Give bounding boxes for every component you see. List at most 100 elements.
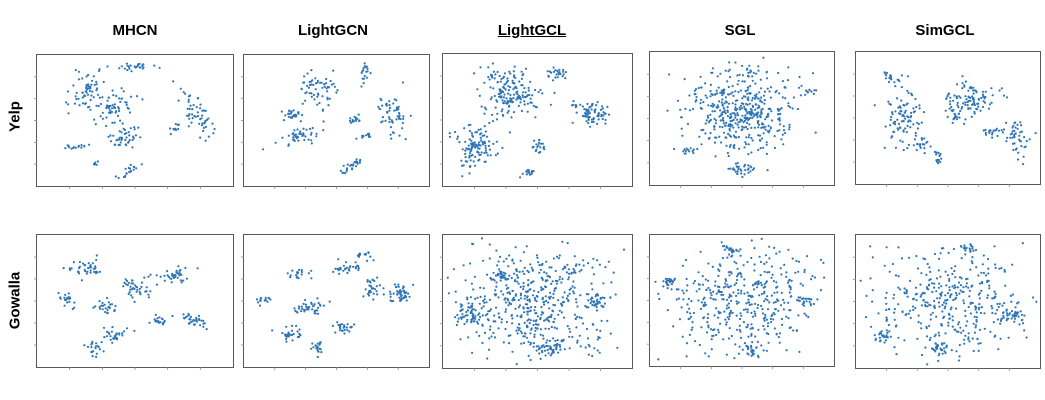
scatter-point <box>485 151 488 154</box>
scatter-point <box>187 322 191 325</box>
scatter-point <box>779 267 782 270</box>
scatter-point <box>929 278 932 281</box>
scatter-point <box>204 139 207 142</box>
scatter-point <box>159 321 162 324</box>
scatter-point <box>896 127 899 130</box>
scatter-point <box>989 129 992 132</box>
scatter-point <box>972 349 975 353</box>
scatter-point <box>668 277 671 281</box>
scatter-point <box>358 252 361 255</box>
scatter-point <box>476 145 479 148</box>
scatter-point <box>737 165 740 168</box>
scatter-point <box>503 93 506 96</box>
scatter-point <box>738 317 742 321</box>
scatter-point <box>919 144 922 148</box>
scatter-point <box>351 118 354 122</box>
scatter-point <box>1013 129 1016 132</box>
scatter-point <box>588 345 591 348</box>
scatter-point <box>479 295 482 298</box>
scatter-point <box>923 137 926 140</box>
scatter-point <box>972 249 975 252</box>
scatter-point <box>352 164 355 167</box>
scatter-point <box>789 288 792 291</box>
scatter-point <box>760 284 763 287</box>
scatter-point <box>906 75 910 78</box>
scatter-point <box>299 334 302 337</box>
scatter-point <box>361 70 364 73</box>
scatter-point <box>89 269 92 272</box>
scatter-point <box>798 86 801 89</box>
scatter-point <box>994 295 997 298</box>
scatter-point <box>975 266 978 269</box>
scatter-point <box>520 70 523 73</box>
scatter-point <box>539 333 542 336</box>
scatter-point <box>472 308 475 311</box>
scatter-point <box>520 109 523 113</box>
scatter-point <box>495 118 499 121</box>
scatter-point <box>727 167 730 170</box>
scatter-point <box>977 308 980 311</box>
scatter-point <box>466 296 469 299</box>
scatter-point <box>1006 317 1009 320</box>
scatter-point <box>734 103 737 106</box>
scatter-point <box>100 341 103 344</box>
scatter-point <box>120 65 123 68</box>
scatter-point <box>288 109 291 112</box>
scatter-point <box>546 279 549 282</box>
scatter-point <box>754 103 757 106</box>
scatter-point <box>957 106 960 109</box>
scatter-point <box>133 126 136 129</box>
scatter-point <box>287 332 291 335</box>
scatter-point <box>523 297 526 300</box>
scatter-point <box>754 302 757 305</box>
scatter-point <box>920 293 923 296</box>
scatter-point <box>345 167 348 170</box>
scatter-plot <box>853 242 1038 371</box>
scatter-point <box>302 81 305 84</box>
scatter-point <box>722 117 725 120</box>
scatter-point <box>207 135 210 138</box>
scatter-point <box>504 301 507 304</box>
scatter-point <box>1010 317 1013 320</box>
scatter-point <box>516 326 519 329</box>
scatter-point <box>937 359 940 362</box>
scatter-point <box>593 111 596 114</box>
scatter-point <box>363 62 366 65</box>
scatter-point <box>971 247 974 250</box>
scatter-point <box>737 301 740 304</box>
scatter-point <box>543 271 546 274</box>
scatter-point <box>996 308 999 312</box>
scatter-point <box>280 110 283 113</box>
scatter-point <box>484 314 487 317</box>
scatter-point <box>890 111 894 114</box>
scatter-point <box>740 172 743 175</box>
scatter-point <box>204 125 207 128</box>
scatter-point <box>92 75 95 78</box>
scatter-point <box>737 90 740 94</box>
scatter-point <box>388 106 392 110</box>
scatter-point <box>391 120 394 123</box>
scatter-point <box>975 318 978 322</box>
scatter-point <box>941 310 944 313</box>
scatter-point <box>269 298 272 301</box>
scatter-point <box>315 132 318 135</box>
scatter-point <box>522 306 525 309</box>
scatter-point <box>965 246 968 249</box>
scatter-point <box>759 274 762 277</box>
scatter-point <box>771 273 774 276</box>
scatter-point <box>737 272 740 275</box>
scatter-point <box>118 136 121 139</box>
scatter-point <box>154 313 157 316</box>
scatter-point <box>736 328 739 331</box>
scatter-point <box>721 103 724 106</box>
scatter-point <box>714 155 717 158</box>
scatter-point <box>773 135 776 138</box>
scatter-point <box>528 173 531 176</box>
scatter-point <box>1014 121 1017 124</box>
scatter-point <box>808 297 811 301</box>
scatter-point <box>488 298 491 301</box>
scatter-point <box>98 348 101 351</box>
scatter-point <box>1011 314 1014 317</box>
scatter-point <box>962 102 965 105</box>
scatter-point <box>683 148 686 151</box>
